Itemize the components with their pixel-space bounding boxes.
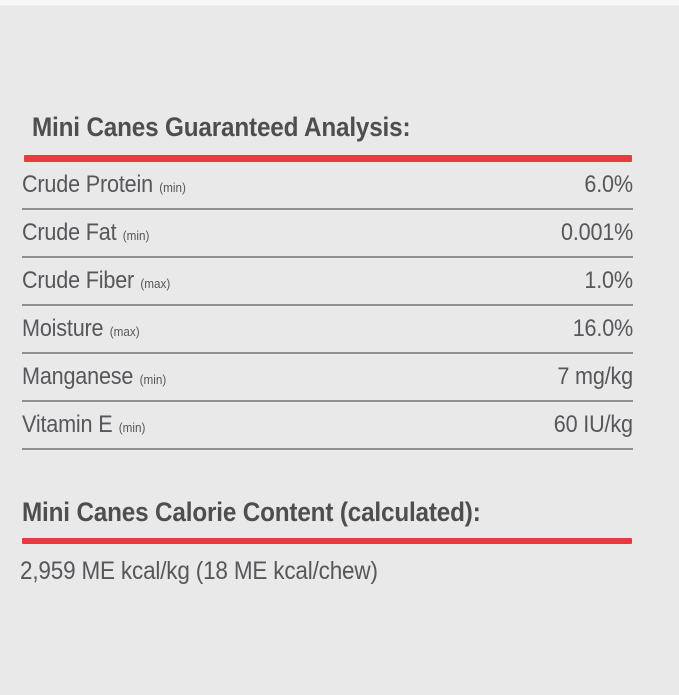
table-row: Crude Protein (min) 6.0% [22,162,633,210]
nutrient-label: Manganese [22,363,134,390]
calorie-content-title-text: Mini Canes Calorie Content (calculated): [22,497,481,527]
red-divider [22,538,632,544]
label-panel: Mini Canes Guaranteed Analysis: Crude Pr… [0,0,679,586]
nutrient-qualifier: (min) [118,420,146,435]
table-row: Crude Fat (min) 0.001% [22,210,633,258]
red-divider [24,155,632,162]
table-row: Moisture (max) 16.0% [22,306,633,354]
nutrient-label: Crude Fat [22,219,117,246]
calorie-content-section: Mini Canes Calorie Content (calculated):… [0,497,679,586]
nutrient-label: Crude Fiber [22,267,135,294]
table-row: Manganese (min) 7 mg/kg [22,354,633,402]
nutrient-label: Moisture [22,315,104,342]
guaranteed-analysis-section: Mini Canes Guaranteed Analysis: Crude Pr… [0,112,679,450]
table-row: Vitamin E (min) 60 IU/kg [22,402,633,450]
nutrient-qualifier: (min) [122,228,150,243]
analysis-table: Crude Protein (min) 6.0% Crude Fat (min) 0… [22,162,633,450]
nutrient-label: Vitamin E [22,411,113,438]
nutrient-qualifier: (min) [139,372,167,387]
calorie-value-line: 2,959 ME kcal/kg (18 ME kcal/chew) [20,557,679,586]
table-row: Crude Fiber (max) 1.0% [22,258,633,306]
nutrient-label: Crude Protein [22,171,153,198]
nutrient-qualifier: (max) [140,276,171,291]
nutrient-value: 6.0% [584,171,633,198]
guaranteed-analysis-title-text: Mini Canes Guaranteed Analysis: [32,112,411,142]
nutrient-value: 60 IU/kg [553,411,633,438]
top-edge-highlight [0,0,679,6]
nutrient-value: 1.0% [584,267,633,294]
nutrient-value: 7 mg/kg [557,363,633,390]
nutrient-qualifier: (min) [159,180,186,195]
calorie-content-title: Mini Canes Calorie Content (calculated): [22,497,679,528]
calorie-value-text: 2,959 ME kcal/kg (18 ME kcal/chew) [20,557,378,585]
guaranteed-analysis-title: Mini Canes Guaranteed Analysis: [32,112,679,143]
nutrient-value: 0.001% [560,219,633,246]
nutrient-value: 16.0% [572,315,634,342]
nutrient-qualifier: (max) [109,324,140,339]
